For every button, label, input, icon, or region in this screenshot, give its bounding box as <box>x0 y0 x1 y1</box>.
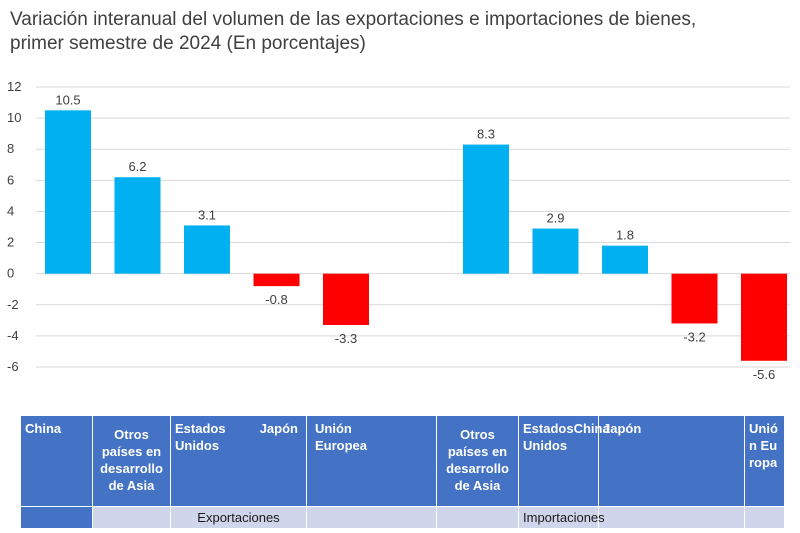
y-tick-label: 2 <box>7 235 14 250</box>
data-label: -3.2 <box>683 329 705 344</box>
data-label: 1.8 <box>616 228 634 243</box>
y-tick-label: 10 <box>7 110 21 125</box>
data-label: 3.1 <box>198 207 216 222</box>
bar <box>45 110 91 274</box>
category-ue-imp: Unión Europa <box>744 415 785 507</box>
group-row-spacer <box>20 506 93 529</box>
chart-title: Variación interanual del volumen de las … <box>10 8 790 56</box>
category-otros-asia-exp: Otros países en desarrollo de Asia <box>92 415 171 507</box>
data-label: 10.5 <box>55 92 80 107</box>
category-eeuu-exp: Estados Unidos <box>175 421 226 453</box>
y-tick-label: -6 <box>7 359 19 374</box>
group-row-spacer <box>744 506 785 529</box>
bar <box>114 177 161 274</box>
data-label: -3.3 <box>335 331 357 346</box>
category-table: China Otros países en desarrollo de Asia… <box>20 415 785 529</box>
data-label: -5.6 <box>753 367 775 382</box>
data-label: -0.8 <box>265 292 287 307</box>
bar <box>253 273 300 287</box>
category-otros-asia-imp: Otros países en desarrollo de Asia <box>436 415 519 507</box>
chart-title-line2: primer semestre de 2024 (En porcentajes) <box>10 33 366 54</box>
bar <box>741 273 787 361</box>
data-label: 2.9 <box>546 211 564 226</box>
group-row-spacer <box>306 506 437 529</box>
y-tick-label: 4 <box>7 203 14 218</box>
y-tick-label: 12 <box>7 79 21 94</box>
y-tick-label: 0 <box>7 266 14 281</box>
category-eeuu-japon-exp: Estados Unidos Japón <box>170 415 307 507</box>
bar <box>602 245 648 274</box>
category-eeuu-imp: Estados Unidos <box>523 421 574 453</box>
group-row-spacer <box>598 506 745 529</box>
group-label-exportaciones: Exportaciones <box>170 506 307 529</box>
category-japon-imp: Japón <box>598 415 745 507</box>
category-china-imp: China <box>573 421 610 436</box>
bar <box>532 228 579 274</box>
category-ue-exp: Unión Europea <box>306 415 437 507</box>
group-label-importaciones: Importaciones <box>518 506 605 529</box>
y-tick-label: -2 <box>7 297 19 312</box>
group-row-spacer <box>92 506 171 529</box>
bar <box>463 144 509 274</box>
category-china-exp: China <box>20 415 93 507</box>
chart-title-line1: Variación interanual del volumen de las … <box>10 9 697 30</box>
y-tick-label: 8 <box>7 141 14 156</box>
y-tick-label: 6 <box>7 172 14 187</box>
group-row-spacer <box>436 506 519 529</box>
bar <box>184 225 230 274</box>
bar <box>323 273 369 325</box>
category-japon-exp: Japón <box>259 421 298 436</box>
bar <box>671 273 718 324</box>
bar-chart: 12 10 8 6 4 2 0 -2 -4 -6 10.5 6.2 3.1 -0.8 -3.3 8.3 2.9 1… <box>7 79 790 382</box>
data-label: 6.2 <box>128 159 146 174</box>
y-tick-label: -4 <box>7 328 19 343</box>
category-eeuu-china-imp: Estados Unidos China <box>518 415 610 507</box>
data-label: 8.3 <box>477 127 495 142</box>
